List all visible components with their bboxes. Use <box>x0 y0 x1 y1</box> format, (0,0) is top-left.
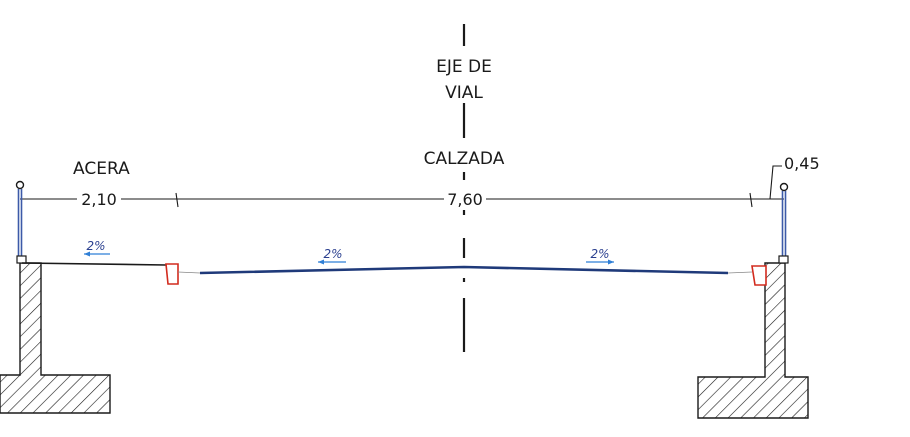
dimension-right-offset: 0,45 <box>784 154 820 173</box>
slope-label-right: 2% <box>590 247 609 261</box>
leader-line-right <box>769 165 782 200</box>
sidewalk-surface <box>21 262 167 266</box>
slope-label-sidewalk: 2% <box>86 239 105 253</box>
roadway-label: CALZADA <box>424 149 505 169</box>
axis-label-bottom: VIAL <box>445 83 483 103</box>
dimension-line <box>20 192 784 208</box>
axis-label-top: EJE DE <box>436 57 492 77</box>
left-abutment <box>0 262 111 414</box>
right-curb <box>751 265 767 286</box>
right-railing <box>778 182 789 264</box>
slope-arrow-sidewalk <box>84 251 110 257</box>
slope-arrow-left <box>318 259 346 265</box>
dimension-sidewalk-width: 2,10 <box>81 190 117 209</box>
pavement-surface <box>199 265 729 275</box>
slope-label-left: 2% <box>323 247 342 261</box>
dim-tick-left <box>175 192 179 208</box>
slope-arrow-right <box>586 259 614 265</box>
dimension-roadway-width: 7,60 <box>447 190 483 209</box>
left-railing <box>15 180 27 264</box>
sidewalk-label: ACERA <box>73 159 130 179</box>
dim-tick-right <box>749 192 753 208</box>
right-abutment <box>697 262 809 419</box>
left-curb <box>165 263 179 285</box>
